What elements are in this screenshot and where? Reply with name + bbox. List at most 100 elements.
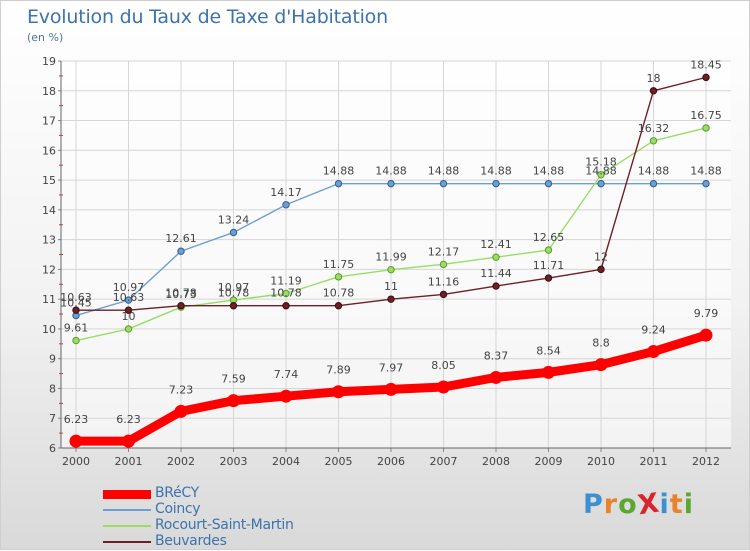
data-label-beuvardes: 10.63 xyxy=(113,291,145,304)
data-label-br-cy: 8.05 xyxy=(431,359,456,372)
data-point-rocourt-saint-martin xyxy=(544,246,553,254)
data-point-br-cy xyxy=(227,394,240,408)
data-label-rocourt-saint-martin: 10 xyxy=(122,310,136,323)
legend-label: BRéCY xyxy=(155,485,199,501)
data-point-beuvardes xyxy=(334,302,343,310)
x-tick-label: 2007 xyxy=(430,455,458,468)
legend-label: Beuvardes xyxy=(155,533,227,549)
data-label-beuvardes: 10.78 xyxy=(270,287,302,300)
legend-item: Coincy xyxy=(99,501,419,518)
data-point-rocourt-saint-martin xyxy=(282,289,290,298)
data-label-coincy: 13.24 xyxy=(218,213,250,226)
data-label-rocourt-saint-martin: 9.61 xyxy=(64,322,89,335)
data-label-coincy: 10.45 xyxy=(60,297,92,310)
data-label-beuvardes: 11 xyxy=(384,280,398,293)
y-tick-label: 14 xyxy=(42,204,56,217)
data-point-beuvardes xyxy=(649,87,658,95)
logo-letter: P xyxy=(583,489,604,520)
data-point-beuvardes xyxy=(229,302,238,310)
data-point-br-cy xyxy=(489,370,503,384)
data-point-rocourt-saint-martin xyxy=(649,137,658,145)
data-label-br-cy: 7.59 xyxy=(221,373,246,386)
data-label-br-cy: 7.97 xyxy=(379,361,404,374)
y-tick-label: 15 xyxy=(42,174,56,187)
legend-item: BRéCY xyxy=(99,485,419,502)
data-point-beuvardes xyxy=(124,306,133,314)
data-point-beuvardes xyxy=(387,295,395,303)
data-label-rocourt-saint-martin: 11.75 xyxy=(323,258,355,271)
data-point-rocourt-saint-martin xyxy=(439,260,448,269)
data-label-beuvardes: 10.78 xyxy=(323,287,355,300)
legend-label: Coincy xyxy=(155,501,201,517)
data-point-rocourt-saint-martin xyxy=(492,253,500,261)
data-point-coincy xyxy=(492,179,500,188)
data-label-coincy: 14.88 xyxy=(690,165,722,178)
legend-item: Beuvardes xyxy=(99,533,419,550)
y-tick-label: 17 xyxy=(42,115,56,128)
x-tick-label: 2001 xyxy=(115,455,143,468)
legend-swatch xyxy=(103,525,151,527)
data-label-rocourt-saint-martin: 12.17 xyxy=(428,245,460,258)
x-tick-label: 2011 xyxy=(640,455,668,468)
data-point-br-cy xyxy=(384,382,398,396)
data-point-beuvardes xyxy=(439,290,448,299)
data-label-br-cy: 7.23 xyxy=(169,383,194,396)
x-tick-label: 2002 xyxy=(167,455,195,468)
data-label-beuvardes: 11.71 xyxy=(533,259,565,272)
data-point-br-cy xyxy=(542,365,555,379)
data-label-coincy: 14.88 xyxy=(480,165,512,178)
data-point-rocourt-saint-martin xyxy=(334,273,343,281)
data-label-beuvardes: 10.78 xyxy=(165,287,197,300)
data-point-br-cy xyxy=(332,385,345,399)
data-point-beuvardes xyxy=(177,302,185,310)
x-tick-label: 2012 xyxy=(692,455,720,468)
data-point-rocourt-saint-martin xyxy=(597,171,605,179)
data-point-coincy xyxy=(177,247,185,255)
x-tick-label: 2006 xyxy=(377,455,405,468)
data-label-br-cy: 7.74 xyxy=(274,368,299,381)
data-label-coincy: 14.88 xyxy=(533,165,565,178)
data-label-rocourt-saint-martin: 16.32 xyxy=(638,122,670,135)
data-point-rocourt-saint-martin xyxy=(72,336,80,345)
data-point-beuvardes xyxy=(72,306,80,314)
data-label-beuvardes: 11.44 xyxy=(480,267,512,280)
data-point-coincy xyxy=(439,179,448,188)
legend-swatch xyxy=(103,509,151,511)
y-tick-label: 7 xyxy=(49,412,56,425)
chart-title: Evolution du Taux de Taxe d'Habitation xyxy=(27,6,388,28)
logo-letter: o xyxy=(618,489,638,520)
data-label-coincy: 14.88 xyxy=(638,165,670,178)
data-point-br-cy xyxy=(279,389,293,403)
data-point-coincy xyxy=(544,179,553,188)
data-point-br-cy xyxy=(122,434,135,448)
data-point-rocourt-saint-martin xyxy=(702,124,710,132)
legend-label: Rocourt-Saint-Martin xyxy=(155,517,294,533)
data-label-beuvardes: 12 xyxy=(594,250,608,263)
legend-item: Rocourt-Saint-Martin xyxy=(99,517,419,534)
data-point-beuvardes xyxy=(597,265,605,274)
y-tick-label: 6 xyxy=(49,442,56,455)
data-label-coincy: 14.88 xyxy=(375,165,407,178)
data-point-br-cy xyxy=(594,358,608,372)
logo-letter: r xyxy=(603,489,619,520)
proxiti-logo: ProXiti xyxy=(583,488,694,522)
data-point-coincy xyxy=(229,228,238,237)
x-tick-label: 2009 xyxy=(535,455,563,468)
y-tick-label: 10 xyxy=(42,323,56,336)
data-label-beuvardes: 10.63 xyxy=(60,291,92,304)
logo-letter: t xyxy=(669,489,684,520)
data-point-coincy xyxy=(702,179,710,188)
y-tick-label: 11 xyxy=(42,293,56,306)
x-tick-label: 2008 xyxy=(482,455,510,468)
x-tick-label: 2003 xyxy=(220,455,248,468)
data-point-coincy xyxy=(387,179,395,188)
logo-letter: i xyxy=(659,489,670,520)
data-label-rocourt-saint-martin: 11.19 xyxy=(270,274,302,287)
legend: BRéCY Coincy Rocourt-Saint-Martin Beuvardes xyxy=(99,485,419,550)
data-point-beuvardes xyxy=(702,73,710,82)
data-point-coincy xyxy=(597,179,605,188)
data-point-coincy xyxy=(124,296,133,304)
data-label-br-cy: 9.24 xyxy=(641,324,666,337)
y-tick-label: 19 xyxy=(42,55,56,68)
